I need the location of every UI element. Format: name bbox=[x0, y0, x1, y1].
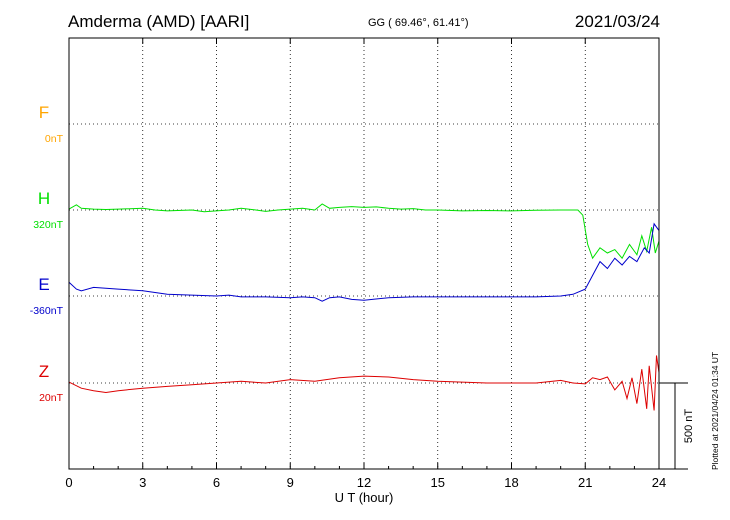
channel-f-label: F bbox=[39, 103, 49, 122]
station-title: Amderma (AMD) [AARI] bbox=[68, 12, 250, 31]
series-z-line bbox=[68, 355, 660, 411]
channel-z-label: Z bbox=[39, 362, 49, 381]
x-axis-ticks: 0 3 6 9 12 15 18 21 24 bbox=[65, 38, 666, 490]
scale-bar-label: 500 nT bbox=[683, 409, 695, 444]
series-h-line bbox=[68, 203, 660, 260]
x-axis-title: U T (hour) bbox=[335, 490, 394, 505]
channel-labels: F 0nT H 320nT E -360nT Z 20nT bbox=[30, 103, 64, 404]
x-tick-label: 3 bbox=[139, 475, 146, 490]
x-tick-label: 0 bbox=[65, 475, 72, 490]
x-tick-label: 12 bbox=[357, 475, 371, 490]
scale-bar: 500 nT bbox=[659, 382, 695, 470]
x-tick-label: 15 bbox=[431, 475, 445, 490]
x-tick-label: 6 bbox=[213, 475, 220, 490]
series-layer bbox=[68, 203, 660, 411]
grid-layer bbox=[69, 38, 659, 469]
channel-h-offset: 320nT bbox=[33, 219, 63, 231]
x-tick-label: 9 bbox=[287, 475, 294, 490]
series-e-line bbox=[68, 222, 660, 302]
x-tick-label: 21 bbox=[578, 475, 592, 490]
channel-e-offset: -360nT bbox=[30, 305, 64, 317]
geographic-coordinates: GG ( 69.46°, 61.41°) bbox=[368, 17, 469, 29]
channel-z-offset: 20nT bbox=[39, 392, 64, 404]
channel-h-label: H bbox=[38, 189, 50, 208]
plot-date: 2021/03/24 bbox=[574, 12, 660, 31]
x-tick-label: 18 bbox=[504, 475, 518, 490]
x-tick-label: 24 bbox=[652, 475, 666, 490]
channel-e-label: E bbox=[38, 275, 49, 294]
channel-f-offset: 0nT bbox=[45, 133, 64, 145]
